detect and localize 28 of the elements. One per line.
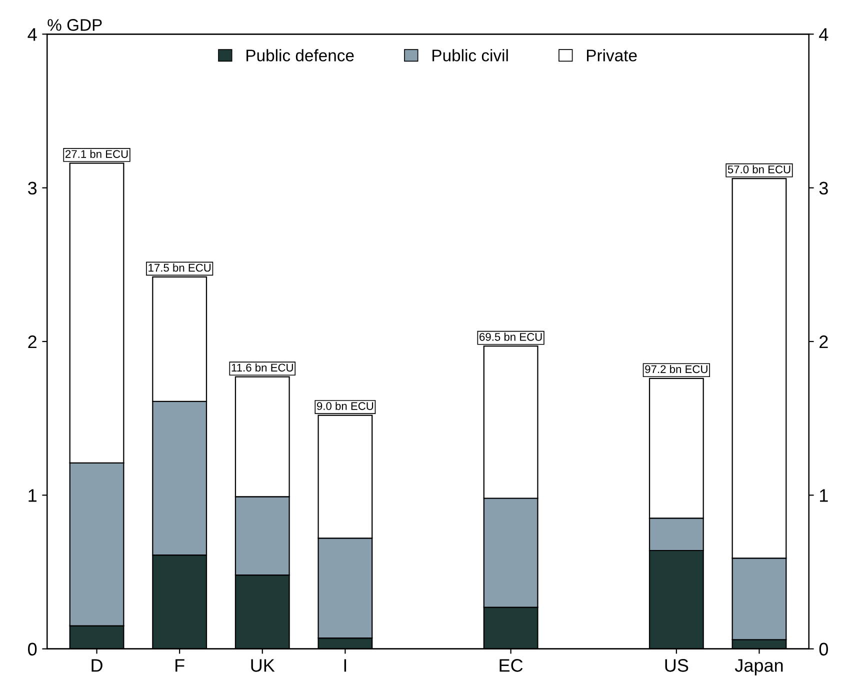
x-tick-label: US (665, 659, 688, 672)
x-tick-label: I (344, 659, 346, 672)
x-tick-label: D (92, 659, 102, 672)
annotation: 69.5 bn ECU (480, 332, 542, 341)
y-tick-label: 0 (28, 642, 37, 656)
y2-tick-label: 0 (819, 642, 828, 656)
x-tick-label: EC (500, 659, 523, 672)
y-tick-label: 4 (28, 28, 37, 41)
y-tick-label: 3 (28, 182, 37, 195)
legend-label: Private (586, 49, 637, 62)
y-axis-title: % GDP (48, 19, 102, 31)
x-tick-label: UK (251, 659, 275, 672)
annotation: 17.5 bn ECU (148, 264, 211, 272)
annotation: 57.0 bn ECU (728, 165, 790, 174)
y2-tick-label: 2 (820, 335, 828, 348)
x-tick-label: Japan (734, 659, 783, 676)
x-tick-label: F (176, 659, 184, 672)
y-tick-label: 1 (28, 489, 36, 502)
y2-tick-label: 4 (819, 28, 828, 41)
legend-label: Public civil (432, 49, 508, 62)
y2-tick-label: 3 (819, 182, 828, 195)
legend-label: Public defence (246, 49, 354, 62)
y2-tick-label: 1 (820, 489, 828, 502)
y-tick-label: 2 (28, 335, 36, 348)
annotation: 9.0 bn ECU (316, 402, 374, 410)
annotation: 11.6 bn ECU (232, 363, 293, 372)
annotation: 97.2 bn ECU (645, 364, 708, 374)
annotation: 27.1 bn ECU (66, 150, 128, 158)
